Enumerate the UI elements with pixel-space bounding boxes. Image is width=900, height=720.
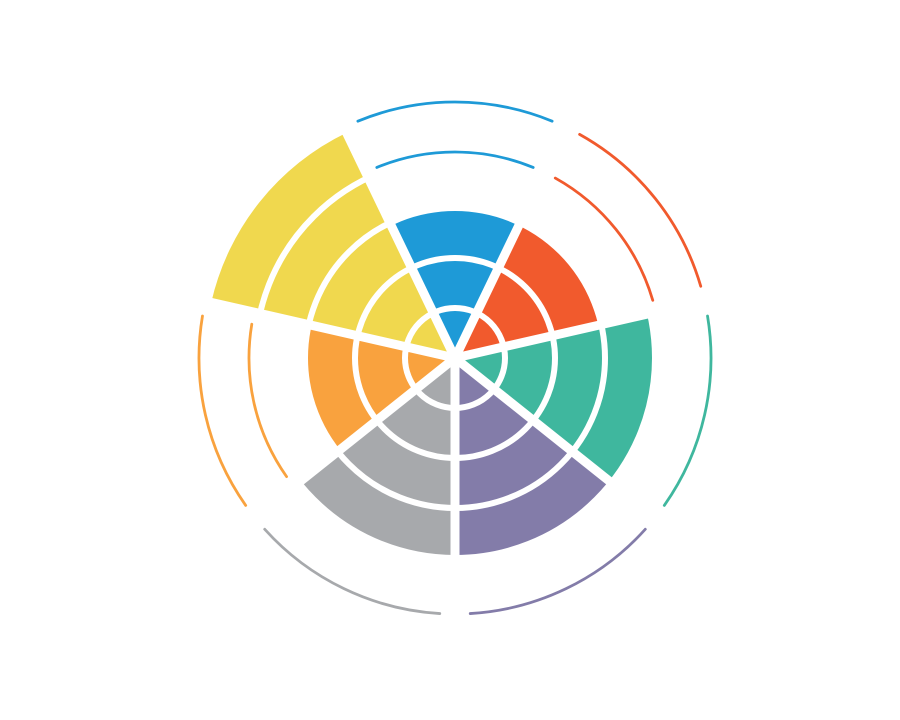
label-wet-performance-fr: PERFORMANCE SUR LE MOUILLÉ: [0, 0, 134, 4]
sector-durability-level-4-arc: [247, 322, 288, 479]
sector-price-fill: [211, 132, 455, 358]
sector-wet-performance-level-5-arc: [468, 527, 647, 615]
label-cold-performance-fr: PERFORMANCE À FROID: [0, 0, 99, 4]
sector-divider-line: [453, 295, 712, 363]
label-hot-performance-fr: PERFORMANCE À CHAUD: [0, 0, 103, 4]
sector-divider-line: [247, 354, 458, 525]
sector-fade-resistance-level-5-arc: [662, 314, 713, 507]
sector-divider-line: [452, 354, 663, 525]
label-dry-performance-fr: PERFORMANCE SUR LE SEC: [0, 0, 114, 4]
sector-hot-performance-level-4-arc: [553, 176, 655, 302]
sector-dry-performance-level-5-arc: [263, 527, 442, 615]
sector-divider-line: [450, 119, 573, 360]
label-price-en: PRICE: [0, 0, 25, 4]
sector-durability-fill: [305, 324, 455, 452]
unfilled-level-arcs: [197, 100, 713, 615]
label-dry-performance-en: DRY PERFORMANCE: [0, 0, 82, 4]
sector-cold-performance-fill: [389, 207, 521, 358]
label-fade-resistance-fr: RÉSISTANCE AU FADING: [0, 0, 98, 4]
label-durability-en: DURABILITY: [0, 0, 49, 4]
label-price-fr: PRIX: [0, 0, 19, 4]
sector-divider-line: [198, 295, 457, 363]
white-grid-dividers: [198, 119, 712, 620]
sector-hot-performance-level-5-arc: [578, 132, 703, 288]
sector-cold-performance-level-5-arc: [356, 100, 554, 123]
label-cold-performance-en: COLD PERFORMANCE: [0, 0, 88, 4]
label-hot-performance-en: HOT PERFORMANCE: [0, 0, 83, 4]
sector-dry-performance-fill: [298, 358, 455, 558]
label-fade-resistance-en: FADE RESISTANCE: [0, 0, 76, 4]
label-durability-fr: DURABIBLITÉ: [0, 0, 55, 4]
label-wet-performance-en: WET PERFORMANCE: [0, 0, 83, 4]
sector-wet-performance-fill: [455, 358, 612, 558]
rim-labels: COLD PERFORMANCEPERFORMANCE À FROIDHOT P…: [0, 0, 134, 4]
sector-divider-line: [337, 119, 460, 360]
sector-durability-level-5-arc: [197, 314, 248, 507]
sector-cold-performance-level-4-arc: [375, 150, 535, 169]
